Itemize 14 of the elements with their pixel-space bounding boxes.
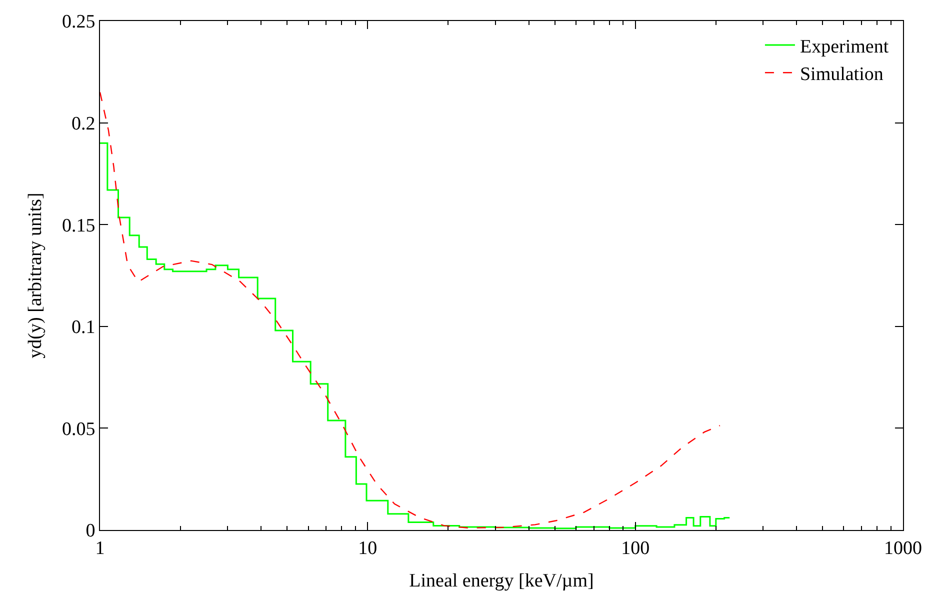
y-tick-label: 0.25 xyxy=(62,12,96,33)
x-tick-label: 10 xyxy=(358,538,378,559)
legend-label: Simulation xyxy=(800,64,884,86)
y-tick-label: 0.1 xyxy=(71,317,96,338)
x-axis-title: Lineal energy [keV/µm] xyxy=(409,570,594,592)
x-tick-label: 1000 xyxy=(884,538,922,559)
x-tick-label: 1 xyxy=(95,538,105,559)
y-tick-label: 0 xyxy=(86,520,96,542)
x-tick-label: 100 xyxy=(621,538,650,559)
y-tick-label: 0.2 xyxy=(71,113,96,134)
y-axis-title: yd(y) [arbitrary units] xyxy=(24,192,46,358)
y-tick-label: 0.05 xyxy=(62,418,96,440)
legend-label: Experiment xyxy=(800,36,890,58)
y-tick-label: 0.15 xyxy=(62,215,96,236)
